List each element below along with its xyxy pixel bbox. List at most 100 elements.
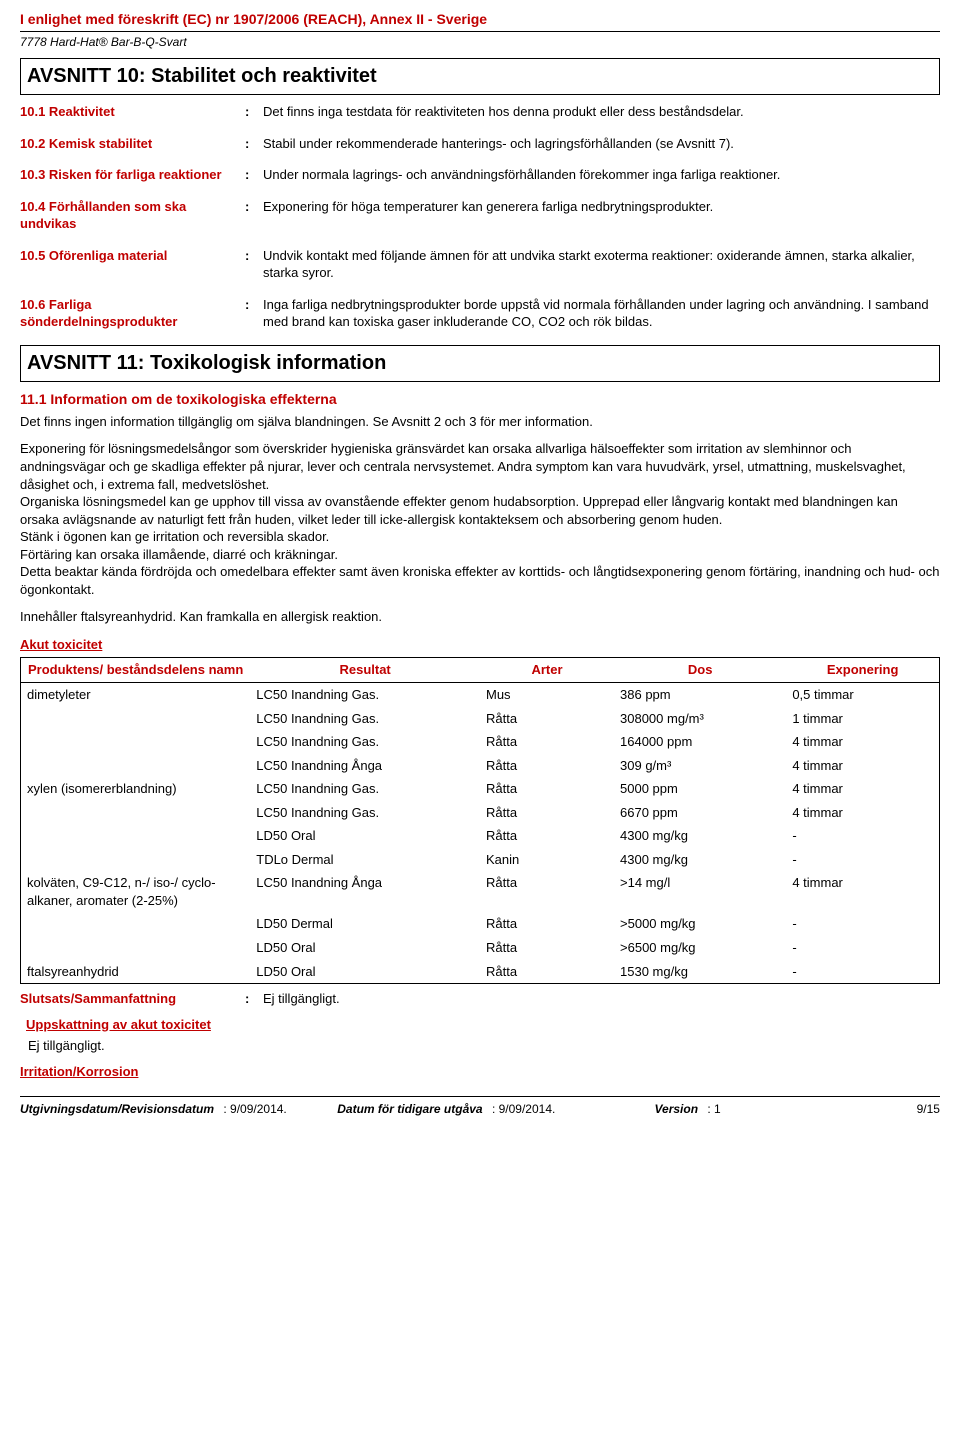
table-cell: 164000 ppm	[614, 730, 786, 754]
table-cell: 0,5 timmar	[786, 683, 939, 707]
table-cell: Råtta	[480, 824, 614, 848]
table-cell: 308000 mg/m³	[614, 707, 786, 731]
table-row: LC50 Inandning Gas.Råtta164000 ppm4 timm…	[21, 730, 940, 754]
table-cell: 4 timmar	[786, 871, 939, 912]
table-row: TDLo DermalKanin4300 mg/kg-	[21, 848, 940, 872]
footer-prev-value: : 9/09/2014.	[492, 1102, 555, 1116]
intro-text: Det finns ingen information tillgänglig …	[20, 413, 940, 431]
table-row: dimetyleterLC50 Inandning Gas.Mus386 ppm…	[21, 683, 940, 707]
table-row: LD50 OralRåtta>6500 mg/kg-	[21, 936, 940, 960]
table-cell: Råtta	[480, 777, 614, 801]
conclusion-value: Ej tillgängligt.	[263, 990, 340, 1008]
table-cell: LC50 Inandning Gas.	[250, 707, 480, 731]
colon: :	[245, 990, 263, 1008]
table-cell	[21, 912, 251, 936]
value-10-4: Exponering för höga temperaturer kan gen…	[263, 198, 940, 233]
footer-version-label: Version	[654, 1102, 698, 1116]
table-cell: LC50 Inandning Ånga	[250, 754, 480, 778]
conclusion-label: Slutsats/Sammanfattning	[20, 990, 245, 1008]
table-cell: -	[786, 824, 939, 848]
table-row: LD50 OralRåtta4300 mg/kg-	[21, 824, 940, 848]
table-cell: 6670 ppm	[614, 801, 786, 825]
colon: :	[245, 103, 263, 121]
table-cell: TDLo Dermal	[250, 848, 480, 872]
table-cell: Råtta	[480, 871, 614, 912]
toxicity-table: Produktens/ beståndsdelens namn Resultat…	[20, 657, 940, 984]
table-cell	[21, 824, 251, 848]
table-cell: 1 timmar	[786, 707, 939, 731]
footer-prev-label: Datum för tidigare utgåva	[337, 1102, 482, 1116]
label-10-6: 10.6 Farliga sönderdelningsprodukter	[20, 296, 245, 331]
table-cell: 4 timmar	[786, 801, 939, 825]
colon: :	[245, 198, 263, 233]
row-10-6: 10.6 Farliga sönderdelningsprodukter : I…	[20, 296, 940, 331]
table-cell: -	[786, 848, 939, 872]
regulation-header: I enlighet med föreskrift (EC) nr 1907/2…	[20, 10, 940, 32]
table-cell: Råtta	[480, 912, 614, 936]
table-cell: xylen (isomererblandning)	[21, 777, 251, 801]
table-row: LD50 DermalRåtta>5000 mg/kg-	[21, 912, 940, 936]
table-cell: Mus	[480, 683, 614, 707]
label-10-2: 10.2 Kemisk stabilitet	[20, 135, 245, 153]
footer-version-value: : 1	[707, 1102, 720, 1116]
table-row: LC50 Inandning ÅngaRåtta309 g/m³4 timmar	[21, 754, 940, 778]
section-10-title: AVSNITT 10: Stabilitet och reaktivitet	[20, 58, 940, 95]
value-10-6: Inga farliga nedbrytningsprodukter borde…	[263, 296, 940, 331]
table-cell	[21, 707, 251, 731]
table-cell: LC50 Inandning Gas.	[250, 683, 480, 707]
table-cell: LC50 Inandning Gas.	[250, 730, 480, 754]
table-cell: LC50 Inandning Ånga	[250, 871, 480, 912]
table-cell: 386 ppm	[614, 683, 786, 707]
colon: :	[245, 135, 263, 153]
table-cell: ftalsyreanhydrid	[21, 960, 251, 984]
table-cell: 1530 mg/kg	[614, 960, 786, 984]
table-cell: >14 mg/l	[614, 871, 786, 912]
row-10-5: 10.5 Oförenliga material : Undvik kontak…	[20, 247, 940, 282]
footer-issue: Utgivningsdatum/Revisionsdatum : 9/09/20…	[20, 1101, 337, 1117]
label-10-4: 10.4 Förhållanden som ska undvikas	[20, 198, 245, 233]
table-cell: kolväten, C9-C12, n-/ iso-/ cyclo-alkane…	[21, 871, 251, 912]
para1: Exponering för lösningsmedelsångor som ö…	[20, 440, 940, 493]
table-cell: 309 g/m³	[614, 754, 786, 778]
table-cell: LC50 Inandning Gas.	[250, 777, 480, 801]
table-cell: -	[786, 936, 939, 960]
table-cell: 4 timmar	[786, 777, 939, 801]
table-cell: dimetyleter	[21, 683, 251, 707]
row-10-1: 10.1 Reaktivitet : Det finns inga testda…	[20, 103, 940, 121]
table-row: xylen (isomererblandning)LC50 Inandning …	[21, 777, 940, 801]
table-cell: 4300 mg/kg	[614, 848, 786, 872]
label-10-5: 10.5 Oförenliga material	[20, 247, 245, 282]
label-10-1: 10.1 Reaktivitet	[20, 103, 245, 121]
table-cell: Råtta	[480, 730, 614, 754]
colon: :	[245, 247, 263, 282]
th-product: Produktens/ beståndsdelens namn	[21, 658, 251, 683]
table-cell: >5000 mg/kg	[614, 912, 786, 936]
table-cell: 5000 ppm	[614, 777, 786, 801]
colon: :	[245, 296, 263, 331]
para5: Detta beaktar kända fördröjda och omedel…	[20, 563, 940, 598]
acute-toxicity-heading: Akut toxicitet	[20, 636, 940, 654]
table-cell: LD50 Oral	[250, 824, 480, 848]
table-cell	[21, 801, 251, 825]
colon: :	[245, 166, 263, 184]
th-dose: Dos	[614, 658, 786, 683]
table-cell: 4300 mg/kg	[614, 824, 786, 848]
table-cell	[21, 754, 251, 778]
label-10-3: 10.3 Risken för farliga reaktioner	[20, 166, 245, 184]
para2: Organiska lösningsmedel kan ge upphov ti…	[20, 493, 940, 528]
table-cell: 4 timmar	[786, 730, 939, 754]
irritation-heading: Irritation/Korrosion	[20, 1063, 940, 1081]
table-cell: Råtta	[480, 754, 614, 778]
table-header-row: Produktens/ beståndsdelens namn Resultat…	[21, 658, 940, 683]
value-10-2: Stabil under rekommenderade hanterings- …	[263, 135, 940, 153]
para3: Stänk i ögonen kan ge irritation och rev…	[20, 528, 940, 546]
table-cell: LD50 Oral	[250, 960, 480, 984]
page-footer: Utgivningsdatum/Revisionsdatum : 9/09/20…	[20, 1096, 940, 1117]
row-10-4: 10.4 Förhållanden som ska undvikas : Exp…	[20, 198, 940, 233]
table-cell: LD50 Oral	[250, 936, 480, 960]
table-cell: LC50 Inandning Gas.	[250, 801, 480, 825]
row-10-3: 10.3 Risken för farliga reaktioner : Und…	[20, 166, 940, 184]
acute-estimate-value: Ej tillgängligt.	[20, 1037, 940, 1055]
value-10-1: Det finns inga testdata för reaktivitete…	[263, 103, 940, 121]
footer-issue-label: Utgivningsdatum/Revisionsdatum	[20, 1102, 214, 1116]
